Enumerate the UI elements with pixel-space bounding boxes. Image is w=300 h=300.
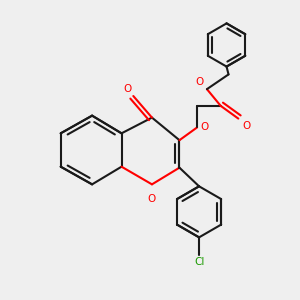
Text: O: O [196,77,204,87]
Text: Cl: Cl [194,257,204,267]
Text: O: O [242,121,250,130]
Text: O: O [200,122,208,132]
Text: O: O [123,84,131,94]
Text: O: O [148,194,156,204]
